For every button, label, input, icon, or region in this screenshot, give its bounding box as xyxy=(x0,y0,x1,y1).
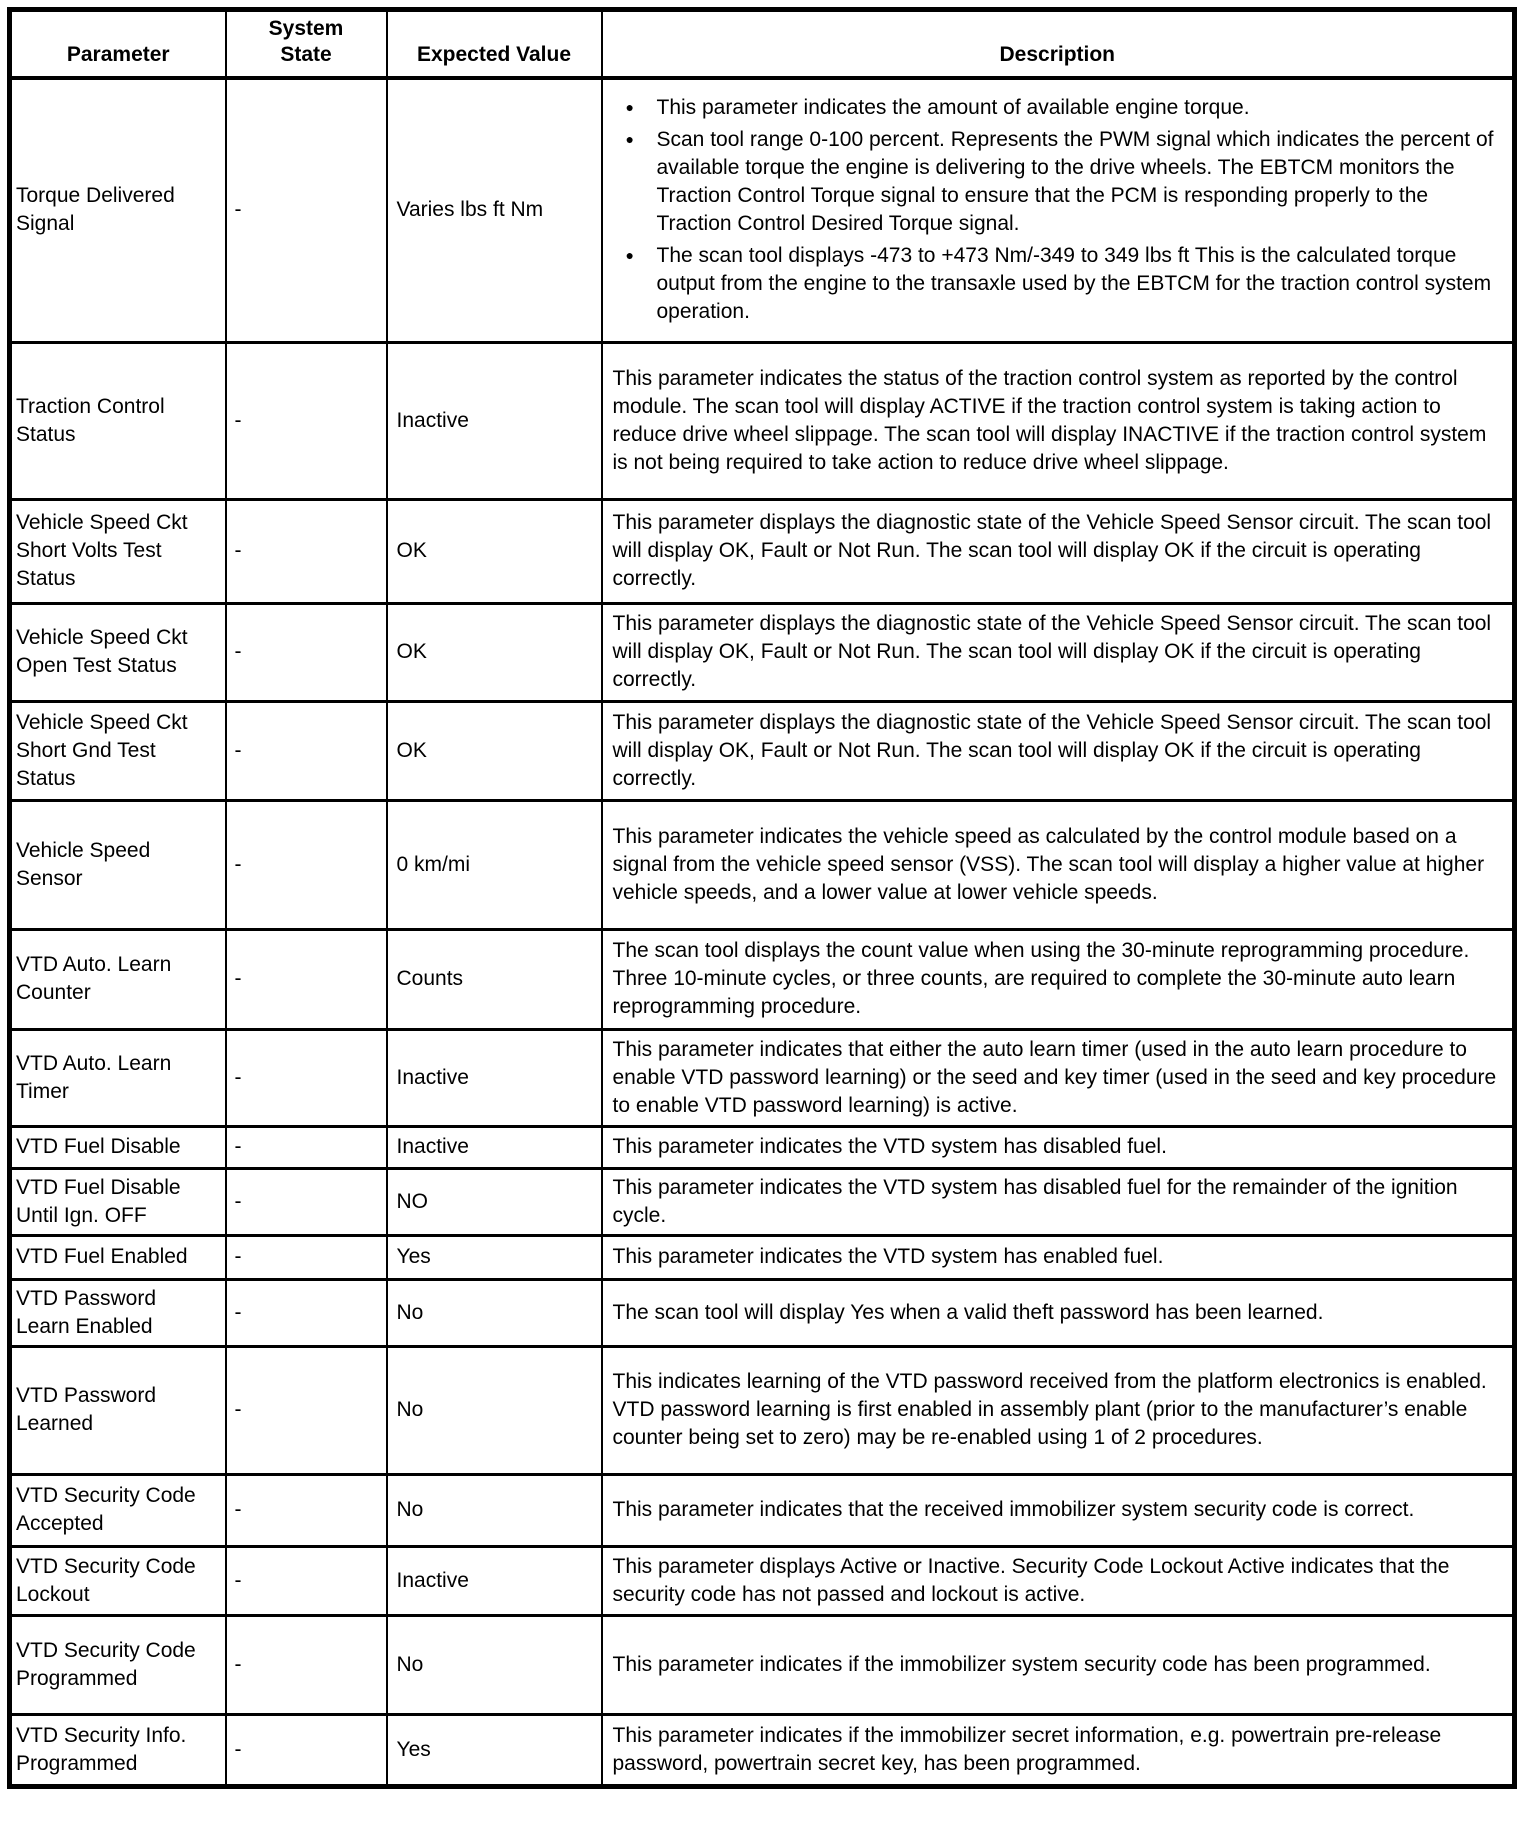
expected-value-cell: Inactive xyxy=(385,1027,603,1128)
parameter-cell: VTD Fuel Disable Until Ign. OFF xyxy=(8,1166,227,1237)
expected-value-cell: No xyxy=(385,1613,603,1716)
bullet-item: Scan tool range 0-100 percent. Represent… xyxy=(613,125,1501,238)
parameter-cell: VTD Auto. Learn Counter xyxy=(8,927,227,1031)
system-state-cell: - xyxy=(224,1027,388,1128)
expected-value-cell: No xyxy=(385,1344,603,1476)
table-row: VTD Fuel Enabled - Yes This parameter in… xyxy=(8,1233,1516,1281)
bullet-item: The scan tool displays -473 to +473 Nm/-… xyxy=(613,241,1501,326)
description-cell: This parameter indicates the VTD system … xyxy=(600,1233,1516,1281)
table-row: VTD Security Code Programmed - No This p… xyxy=(8,1613,1516,1716)
description-cell: This parameter indicates that either the… xyxy=(600,1027,1516,1128)
bullet-item: This parameter indicates the amount of a… xyxy=(613,93,1501,122)
description-cell: This parameter displays the diagnostic s… xyxy=(600,497,1516,605)
table-row: VTD Password Learned - No This indicates… xyxy=(8,1344,1516,1476)
expected-value-cell: Inactive xyxy=(385,340,603,501)
expected-value-cell: NO xyxy=(385,1166,603,1237)
description-cell: This parameter indicates the VTD system … xyxy=(600,1166,1516,1237)
table-row: VTD Security Code Lockout - Inactive Thi… xyxy=(8,1544,1516,1617)
header-system-state-label: System State xyxy=(268,17,344,66)
table-row: VTD Security Info. Programmed - Yes This… xyxy=(8,1712,1516,1788)
expected-value-cell: OK xyxy=(385,699,603,802)
table-row: Vehicle Speed Ckt Open Test Status - OK … xyxy=(8,601,1516,703)
system-state-cell: - xyxy=(224,927,388,1031)
system-state-cell: - xyxy=(224,1544,388,1617)
parameter-cell: VTD Security Code Lockout xyxy=(8,1544,227,1617)
parameter-cell: Vehicle Speed Ckt Short Gnd Test Status xyxy=(8,699,227,802)
description-cell: This parameter displays the diagnostic s… xyxy=(600,699,1516,802)
table-row: VTD Auto. Learn Counter - Counts The sca… xyxy=(8,927,1516,1031)
parameter-cell: Vehicle Speed Ckt Open Test Status xyxy=(8,601,227,703)
parameter-cell: VTD Fuel Enabled xyxy=(8,1233,227,1281)
expected-value-cell: Inactive xyxy=(385,1124,603,1170)
parameter-cell: VTD Security Code Accepted xyxy=(8,1472,227,1548)
system-state-cell: - xyxy=(224,1166,388,1237)
parameter-cell: Traction Control Status xyxy=(8,340,227,501)
system-state-cell: - xyxy=(224,1472,388,1548)
parameter-cell: Vehicle Speed Ckt Short Volts Test Statu… xyxy=(8,497,227,605)
description-cell: This parameter indicates if the immobili… xyxy=(600,1712,1516,1788)
system-state-cell: - xyxy=(224,1124,388,1170)
header-description: Description xyxy=(600,8,1516,80)
table-body: Torque Delivered Signal - Varies lbs ft … xyxy=(8,76,1516,1788)
system-state-cell: - xyxy=(224,497,388,605)
table-row: Vehicle Speed Ckt Short Gnd Test Status … xyxy=(8,699,1516,802)
expected-value-cell: Varies lbs ft Nm xyxy=(385,76,603,344)
table-row: VTD Fuel Disable Until Ign. OFF - NO Thi… xyxy=(8,1166,1516,1237)
expected-value-cell: No xyxy=(385,1277,603,1348)
expected-value-cell: Yes xyxy=(385,1233,603,1281)
table-header: Parameter System State Expected Value De… xyxy=(8,8,1516,80)
parameter-cell: VTD Security Info. Programmed xyxy=(8,1712,227,1788)
description-cell: This indicates learning of the VTD passw… xyxy=(600,1344,1516,1476)
description-bullet-list: This parameter indicates the amount of a… xyxy=(613,93,1501,326)
system-state-cell: - xyxy=(224,1712,388,1788)
scan-tool-parameter-table: Parameter System State Expected Value De… xyxy=(7,7,1517,1789)
description-cell: This parameter indicates the vehicle spe… xyxy=(600,798,1516,931)
description-cell: The scan tool will display Yes when a va… xyxy=(600,1277,1516,1348)
system-state-cell: - xyxy=(224,601,388,703)
description-cell: The scan tool displays the count value w… xyxy=(600,927,1516,1031)
table-row: Traction Control Status - Inactive This … xyxy=(8,340,1516,501)
header-row: Parameter System State Expected Value De… xyxy=(8,8,1516,80)
header-system-state: System State xyxy=(224,8,388,80)
description-cell: This parameter indicates the status of t… xyxy=(600,340,1516,501)
system-state-cell: - xyxy=(224,76,388,344)
table-row: Vehicle Speed Ckt Short Volts Test Statu… xyxy=(8,497,1516,605)
expected-value-cell: Counts xyxy=(385,927,603,1031)
system-state-cell: - xyxy=(224,1344,388,1476)
description-cell: This parameter indicates that the receiv… xyxy=(600,1472,1516,1548)
expected-value-cell: OK xyxy=(385,497,603,605)
parameter-cell: VTD Security Code Programmed xyxy=(8,1613,227,1716)
system-state-cell: - xyxy=(224,1277,388,1348)
table-row: Vehicle Speed Sensor - 0 km/mi This para… xyxy=(8,798,1516,931)
system-state-cell: - xyxy=(224,340,388,501)
description-cell: This parameter displays Active or Inacti… xyxy=(600,1544,1516,1617)
table-row: VTD Password Learn Enabled - No The scan… xyxy=(8,1277,1516,1348)
expected-value-cell: No xyxy=(385,1472,603,1548)
system-state-cell: - xyxy=(224,798,388,931)
parameter-cell: VTD Auto. Learn Timer xyxy=(8,1027,227,1128)
expected-value-cell: OK xyxy=(385,601,603,703)
system-state-cell: - xyxy=(224,1233,388,1281)
parameter-cell: Vehicle Speed Sensor xyxy=(8,798,227,931)
table-row: VTD Fuel Disable - Inactive This paramet… xyxy=(8,1124,1516,1170)
expected-value-cell: Yes xyxy=(385,1712,603,1788)
table-row: VTD Security Code Accepted - No This par… xyxy=(8,1472,1516,1548)
system-state-cell: - xyxy=(224,699,388,802)
description-cell: This parameter indicates if the immobili… xyxy=(600,1613,1516,1716)
header-parameter: Parameter xyxy=(8,8,227,80)
expected-value-cell: 0 km/mi xyxy=(385,798,603,931)
expected-value-cell: Inactive xyxy=(385,1544,603,1617)
parameter-cell: VTD Password Learn Enabled xyxy=(8,1277,227,1348)
parameter-cell: VTD Password Learned xyxy=(8,1344,227,1476)
description-cell: This parameter displays the diagnostic s… xyxy=(600,601,1516,703)
description-cell: This parameter indicates the amount of a… xyxy=(600,76,1516,344)
table-row: VTD Auto. Learn Timer - Inactive This pa… xyxy=(8,1027,1516,1128)
parameter-cell: VTD Fuel Disable xyxy=(8,1124,227,1170)
table-row: Torque Delivered Signal - Varies lbs ft … xyxy=(8,76,1516,344)
description-cell: This parameter indicates the VTD system … xyxy=(600,1124,1516,1170)
parameter-cell: Torque Delivered Signal xyxy=(8,76,227,344)
system-state-cell: - xyxy=(224,1613,388,1716)
header-expected-value: Expected Value xyxy=(385,8,603,80)
